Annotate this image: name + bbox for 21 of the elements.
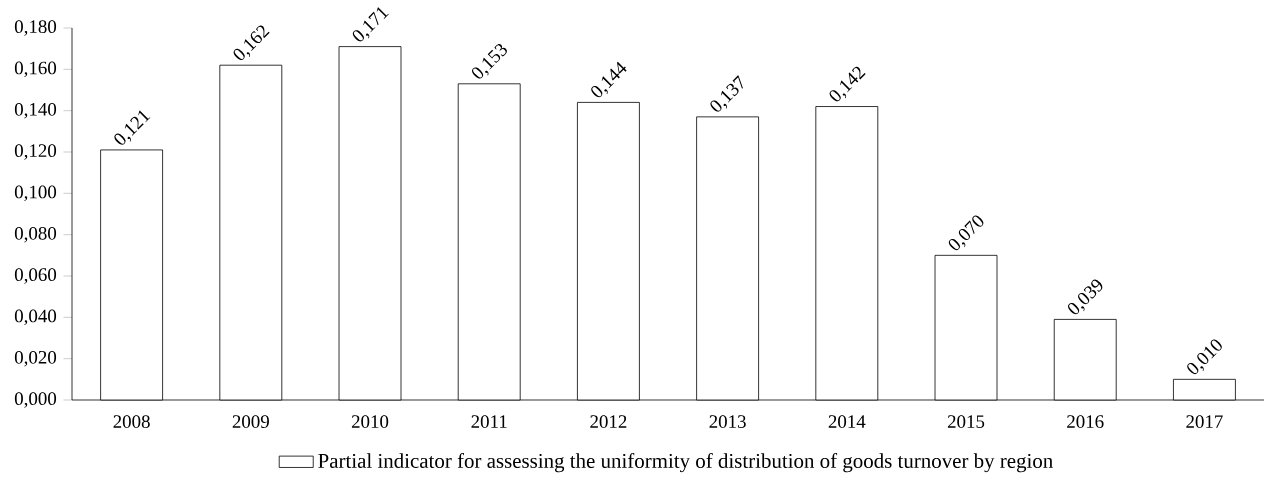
y-tick-label: 0,080	[14, 226, 57, 243]
x-tick-label: 2008	[113, 415, 150, 428]
y-tick-label: 0,020	[14, 350, 57, 367]
y-tick-label: 0,000	[14, 392, 57, 408]
x-tick-label: 2010	[351, 415, 389, 428]
y-tick-label: 0,060	[14, 268, 57, 284]
y-tick-label: 0,100	[14, 185, 57, 202]
legend-label: Partial indicator for assessing the uniformity of distribution of goods turnover by region	[318, 453, 1053, 473]
y-tick-label: 0,140	[14, 102, 57, 119]
x-tick-label: 2012	[590, 415, 627, 428]
x-tick-label: 2017	[1186, 415, 1223, 428]
y-tick-label: 0,160	[14, 61, 57, 78]
y-tick-label: 0,180	[14, 20, 57, 36]
x-tick-label: 2009	[232, 415, 269, 428]
y-tick-label: 0,120	[14, 144, 57, 160]
x-tick-label: 2014	[828, 415, 866, 428]
x-tick-label: 2013	[709, 415, 746, 428]
x-tick-label: 2015	[947, 415, 985, 428]
x-tick-label: 2016	[1067, 415, 1104, 428]
x-tick-label: 2011	[471, 415, 507, 428]
y-tick-label: 0,040	[14, 309, 57, 326]
